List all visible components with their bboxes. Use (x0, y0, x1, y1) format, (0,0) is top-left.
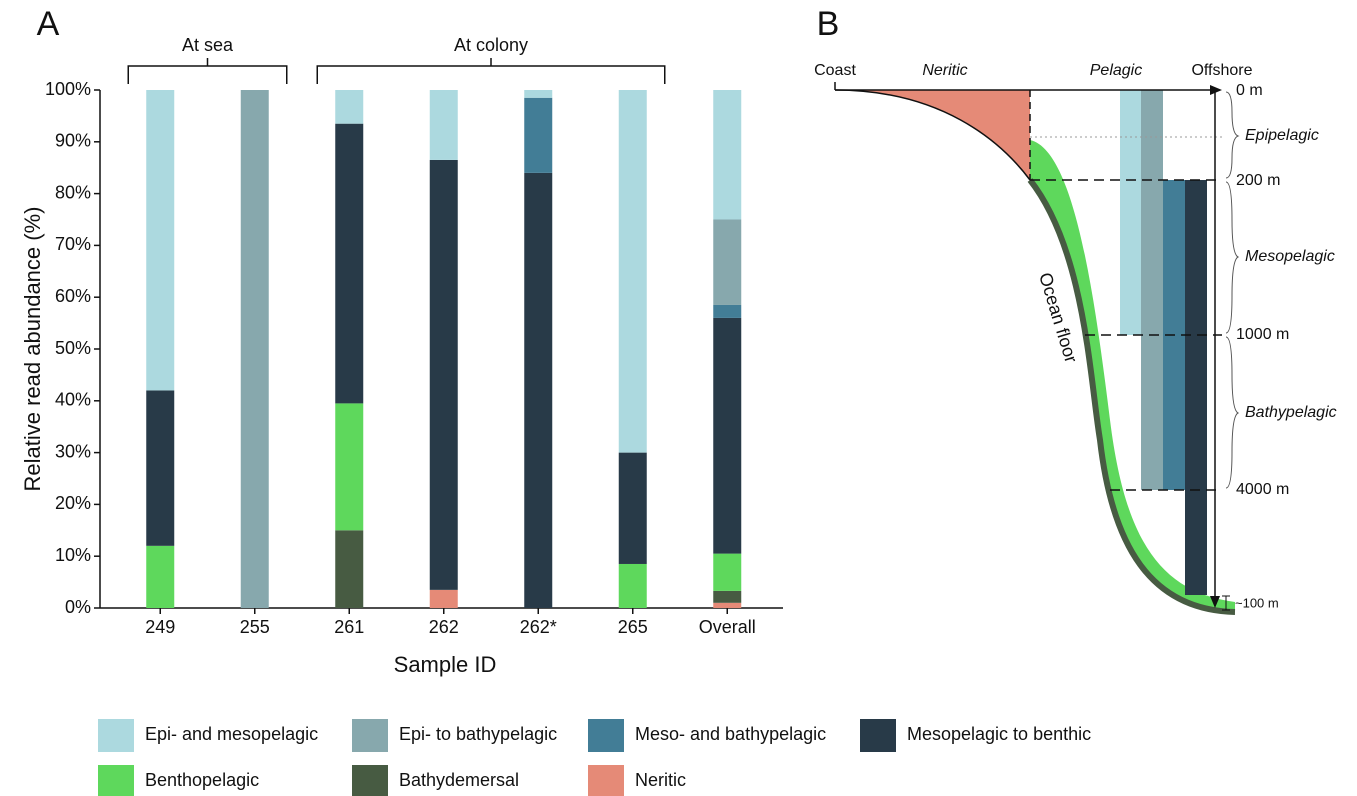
legend-swatch (98, 719, 134, 752)
bar-segment (618, 90, 647, 453)
y-tick-label: 90% (55, 131, 91, 151)
depth-label: 4000 m (1236, 481, 1289, 498)
legend-swatch (860, 719, 896, 752)
group-bracket (127, 58, 288, 84)
legend-label: Meso- and bathypelagic (635, 724, 826, 744)
bar-segment (524, 97, 553, 173)
bar-segment (618, 563, 647, 608)
legend-swatch (352, 765, 388, 796)
group-label: At sea (182, 35, 234, 55)
legend-swatch (588, 719, 624, 752)
bar-segment (429, 159, 458, 590)
bar-segment (429, 90, 458, 160)
bar-segment (713, 553, 742, 591)
bar-segment (713, 317, 742, 554)
legend-label: Neritic (635, 770, 686, 790)
bar-segment (335, 123, 364, 404)
group-bracket (316, 58, 666, 84)
x-axis-label: Sample ID (394, 652, 497, 677)
x-tick-label: 262 (429, 617, 459, 637)
legend-swatch (98, 765, 134, 796)
x-tick-label: 255 (240, 617, 270, 637)
bar-segment (713, 304, 742, 318)
bar-segment (713, 90, 742, 220)
y-tick-label: 70% (55, 234, 91, 254)
bar-segment (146, 90, 175, 391)
y-tick-label: 10% (55, 545, 91, 565)
y-tick-label: 20% (55, 493, 91, 513)
y-tick-label: 80% (55, 182, 91, 202)
legend-label: Mesopelagic to benthic (907, 724, 1091, 744)
depth-label: 0 m (1236, 82, 1263, 99)
bar-segment (713, 590, 742, 603)
label: Coast (814, 62, 856, 79)
brace (1225, 336, 1240, 489)
bar-segment (524, 172, 553, 608)
panel-b: B Coast Neritic Pelagic Offshore 0 m 200… (814, 5, 1337, 615)
y-tick-label: 0% (65, 597, 91, 617)
label: Neritic (922, 62, 967, 79)
zone-bar (1185, 180, 1207, 595)
depth-label: 1000 m (1236, 326, 1289, 343)
label: Pelagic (1090, 62, 1142, 79)
y-axis-label: Relative read abundance (%) (20, 207, 45, 492)
x-tick-label: Overall (699, 617, 756, 637)
zone-bar (1120, 90, 1141, 335)
legend-swatch (352, 719, 388, 752)
y-tick-label: 30% (55, 441, 91, 461)
thickness-marker (1222, 595, 1230, 611)
x-tick-label: 249 (145, 617, 175, 637)
label: Offshore (1191, 62, 1252, 79)
x-tick-label: 265 (618, 617, 648, 637)
bar-segment (429, 589, 458, 608)
panel-label: B (817, 5, 840, 43)
ocean-floor-edge (1027, 178, 1236, 615)
bar-segment (524, 90, 553, 98)
bar-segment (146, 545, 175, 608)
y-tick-label: 40% (55, 390, 91, 410)
group-label: At colony (454, 35, 528, 55)
x-tick-label: 262* (520, 617, 557, 637)
neritic-area (835, 90, 1030, 180)
bar-segment (618, 452, 647, 564)
zone-label: Bathypelagic (1245, 404, 1337, 421)
bar-segment (240, 90, 269, 608)
shelf-line (834, 89, 1031, 181)
thickness-label: ~100 m (1235, 595, 1279, 610)
zone-label: Epipelagic (1245, 127, 1319, 144)
y-tick-label: 60% (55, 286, 91, 306)
x-tick-label: 261 (334, 617, 364, 637)
bar-segment (335, 90, 364, 124)
y-tick-label: 100% (45, 79, 91, 99)
bar-segment (335, 530, 364, 608)
bar-segment (713, 219, 742, 305)
legend-label: Bathydemersal (399, 770, 519, 790)
brace (1225, 91, 1240, 179)
y-tick-label: 50% (55, 338, 91, 358)
bar-segment (713, 602, 742, 608)
arrow-head (1210, 85, 1222, 95)
arrow-head (1210, 596, 1220, 608)
legend-swatch (588, 765, 624, 796)
legend-label: Epi- and mesopelagic (145, 724, 318, 744)
benthic-band (1030, 140, 1235, 612)
legend-label: Benthopelagic (145, 770, 259, 790)
zone-label: Mesopelagic (1245, 248, 1335, 265)
brace (1225, 181, 1240, 334)
depth-label: 200 m (1236, 172, 1280, 189)
zone-bar (1141, 90, 1163, 490)
bar-segment (146, 390, 175, 546)
legend-label: Epi- to bathypelagic (399, 724, 557, 744)
panel-label: A (37, 5, 60, 43)
bar-segment (335, 403, 364, 531)
